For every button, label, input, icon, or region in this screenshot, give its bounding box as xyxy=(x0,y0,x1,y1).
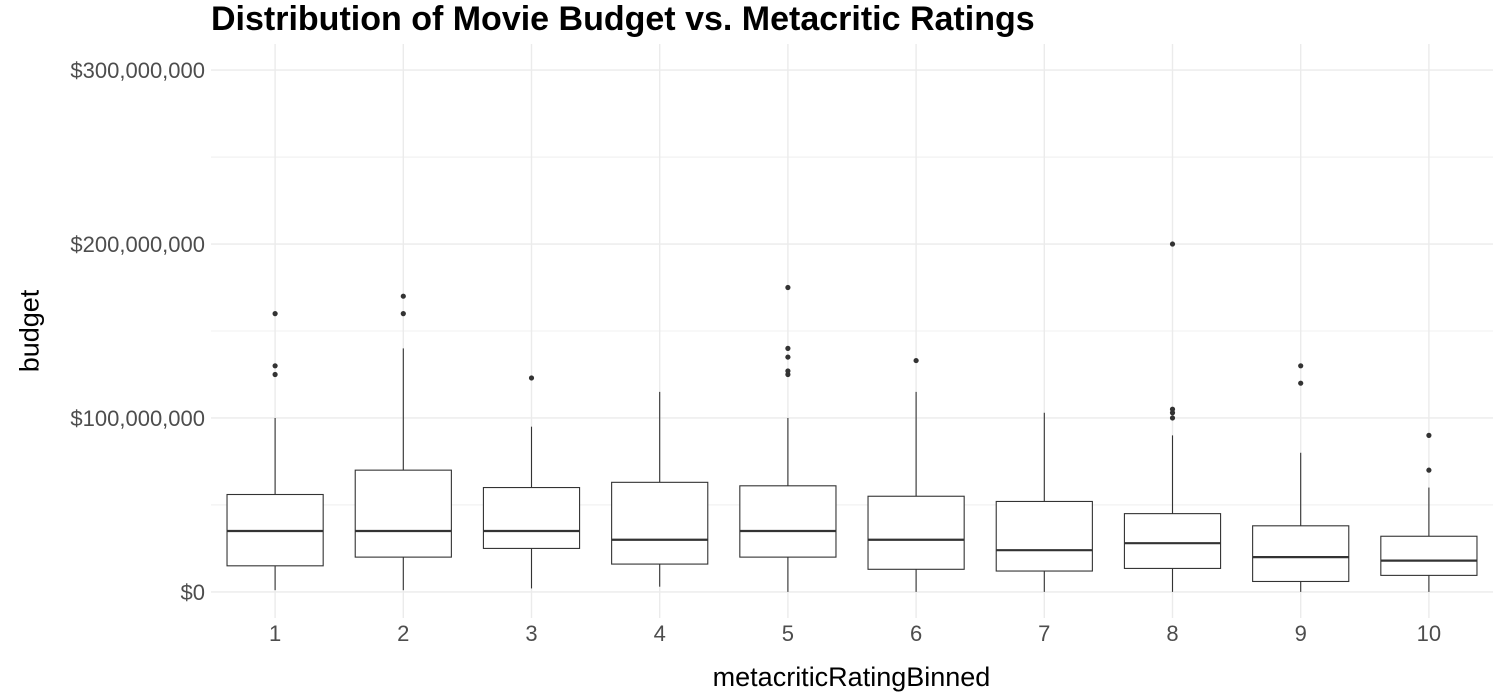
box-group-5 xyxy=(739,284,837,592)
x-tick-label: 10 xyxy=(1417,621,1441,646)
box-group-6 xyxy=(867,357,965,592)
y-tick-label: $300,000,000 xyxy=(70,58,205,83)
outlier-point xyxy=(1298,363,1304,369)
outlier-point xyxy=(1426,467,1432,473)
box-group-10 xyxy=(1380,432,1478,592)
outlier-point xyxy=(272,311,278,317)
x-tick-label: 9 xyxy=(1295,621,1307,646)
box-iqr xyxy=(611,481,709,565)
box-iqr xyxy=(867,495,965,570)
box-group-1 xyxy=(226,311,324,591)
y-tick-label: $100,000,000 xyxy=(70,406,205,431)
x-tick-label: 7 xyxy=(1038,621,1050,646)
x-tick-label: 2 xyxy=(397,621,409,646)
x-axis-ticks: 1 2 3 4 5 6 7 8 9 10 xyxy=(269,621,1441,646)
y-tick-label: $0 xyxy=(181,580,205,605)
x-axis-label: metacriticRatingBinned xyxy=(712,662,991,692)
box-group-9 xyxy=(1252,363,1350,592)
x-tick-label: 1 xyxy=(269,621,281,646)
outlier-point xyxy=(400,293,406,299)
x-tick-label: 5 xyxy=(782,621,794,646)
x-tick-label: 8 xyxy=(1166,621,1178,646)
y-axis-label: budget xyxy=(14,289,45,373)
box-iqr xyxy=(482,486,581,549)
y-tick-label: $200,000,000 xyxy=(70,232,205,257)
box-group-8 xyxy=(1123,241,1222,592)
box-group-4 xyxy=(611,391,709,587)
outlier-point xyxy=(785,368,791,374)
x-tick-label: 4 xyxy=(654,621,666,646)
outlier-point xyxy=(785,284,791,291)
outlier-point xyxy=(1169,241,1176,247)
box-group-3 xyxy=(482,375,581,589)
outlier-point xyxy=(400,311,406,317)
outlier-point xyxy=(1298,380,1304,386)
outlier-point xyxy=(913,357,919,364)
box-iqr xyxy=(354,469,452,558)
outlier-point xyxy=(272,371,278,378)
outlier-point xyxy=(1169,406,1176,412)
box-group-2 xyxy=(354,293,452,591)
box-iqr xyxy=(995,500,1093,572)
outlier-point xyxy=(1426,432,1432,438)
outlier-point xyxy=(528,375,535,381)
outlier-point xyxy=(785,354,791,360)
outlier-point xyxy=(785,345,791,351)
y-axis-ticks: $0 $100,000,000 $200,000,000 $300,000,000 xyxy=(70,58,205,605)
x-tick-label: 6 xyxy=(910,621,922,646)
outlier-point xyxy=(272,363,278,369)
chart-title: Distribution of Movie Budget vs. Metacri… xyxy=(211,0,1035,38)
outlier-point xyxy=(1169,415,1176,421)
box-iqr xyxy=(1252,525,1350,583)
x-tick-label: 3 xyxy=(525,621,537,646)
box-iqr xyxy=(1380,535,1478,576)
box-group-7 xyxy=(995,412,1093,592)
box-iqr xyxy=(1123,513,1222,569)
boxes xyxy=(226,241,1478,592)
box-iqr xyxy=(739,485,837,558)
